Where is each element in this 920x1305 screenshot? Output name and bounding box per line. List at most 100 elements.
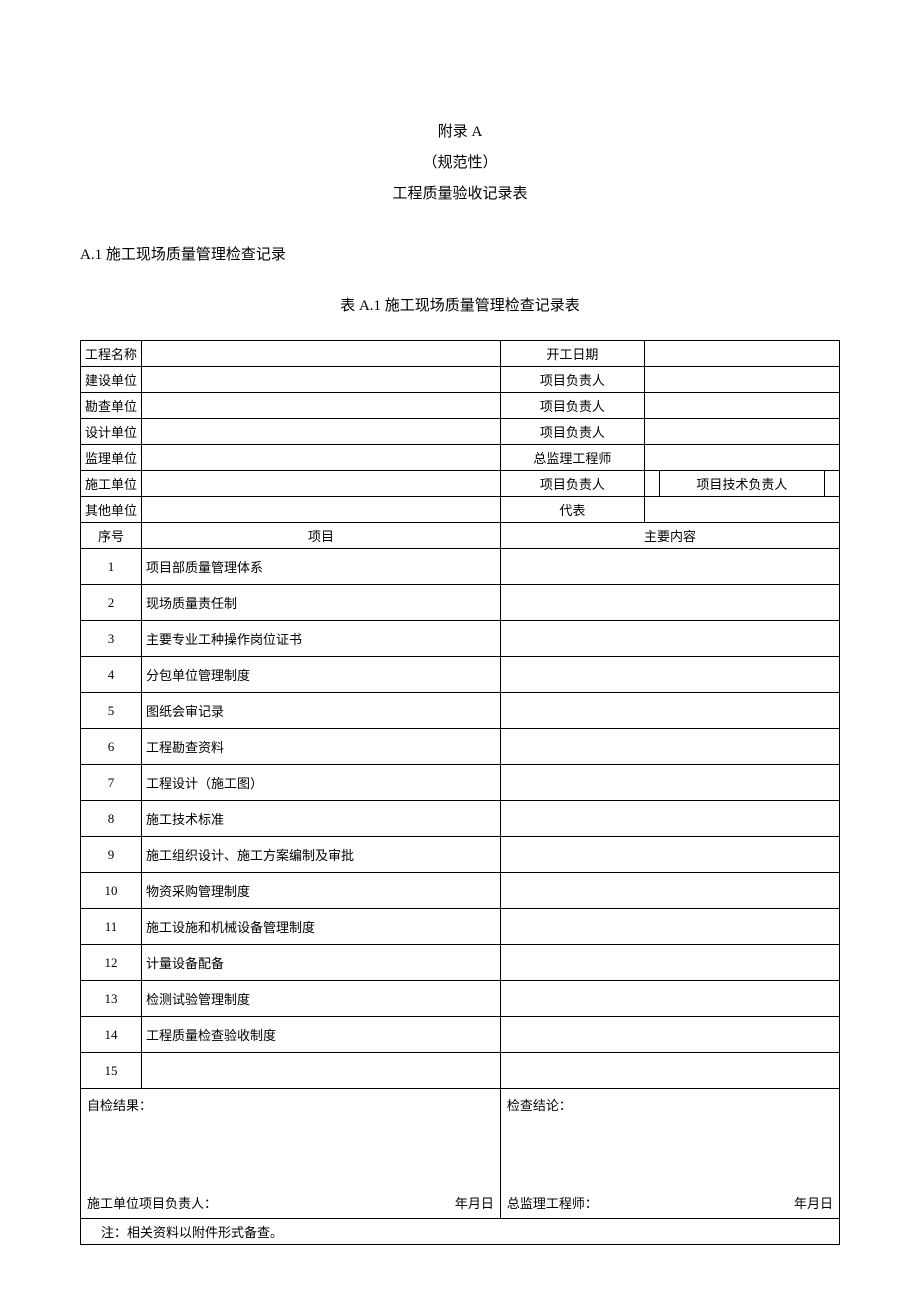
info-label: 项目负责人: [500, 419, 644, 445]
date-label: 年月日: [455, 1193, 494, 1212]
construction-manager-label: 施工单位项目负责人：: [87, 1193, 217, 1212]
col-seq: 序号: [81, 523, 142, 549]
self-check-label: 自检结果：: [87, 1095, 152, 1114]
table-caption: 表 A.1 施工现场质量管理检查记录表: [80, 294, 840, 315]
item-cell: 分包单位管理制度: [142, 657, 501, 693]
seq-cell: 14: [81, 1017, 142, 1053]
conclusion-cell: 检查结论： 总监理工程师： 年月日: [500, 1089, 839, 1219]
info-label: 总监理工程师: [500, 445, 644, 471]
content-cell: [500, 1017, 839, 1053]
seq-cell: 6: [81, 729, 142, 765]
table-row: 13 检测试验管理制度: [81, 981, 840, 1017]
content-cell: [500, 549, 839, 585]
info-row: 设计单位 项目负责人: [81, 419, 840, 445]
item-cell: 工程勘查资料: [142, 729, 501, 765]
info-row: 建设单位 项目负责人: [81, 367, 840, 393]
seq-cell: 8: [81, 801, 142, 837]
info-value: [644, 341, 839, 367]
item-cell: 物资采购管理制度: [142, 873, 501, 909]
content-cell: [500, 837, 839, 873]
content-cell: [500, 693, 839, 729]
item-cell: 工程质量检查验收制度: [142, 1017, 501, 1053]
table-row: 14 工程质量检查验收制度: [81, 1017, 840, 1053]
item-cell: 现场质量责任制: [142, 585, 501, 621]
section-heading: A.1 施工现场质量管理检查记录: [80, 243, 840, 264]
seq-cell: 4: [81, 657, 142, 693]
appendix-label: 附录 A: [80, 120, 840, 141]
info-value: [644, 419, 839, 445]
content-cell: [500, 873, 839, 909]
seq-cell: 9: [81, 837, 142, 873]
column-header-row: 序号 项目 主要内容: [81, 523, 840, 549]
seq-cell: 10: [81, 873, 142, 909]
info-label: 项目负责人: [500, 471, 644, 497]
seq-cell: 2: [81, 585, 142, 621]
item-cell: 检测试验管理制度: [142, 981, 501, 1017]
seq-cell: 1: [81, 549, 142, 585]
info-label: 设计单位: [81, 419, 142, 445]
date-label: 年月日: [794, 1193, 833, 1212]
inspection-table: 工程名称 开工日期 建设单位 项目负责人 勘查单位 项目负责人 设计单位 项目负…: [80, 340, 840, 1245]
info-label: 项目负责人: [500, 367, 644, 393]
info-label: 监理单位: [81, 445, 142, 471]
info-value: [644, 471, 659, 497]
info-row: 施工单位 项目负责人 项目技术负责人: [81, 471, 840, 497]
info-value: [644, 497, 839, 523]
table-row: 6 工程勘查资料: [81, 729, 840, 765]
content-cell: [500, 909, 839, 945]
seq-cell: 5: [81, 693, 142, 729]
content-cell: [500, 801, 839, 837]
item-cell: 计量设备配备: [142, 945, 501, 981]
footer-row: 自检结果： 施工单位项目负责人： 年月日 检查结论： 总监理工程师： 年月日: [81, 1089, 840, 1219]
info-label: 建设单位: [81, 367, 142, 393]
info-value: [142, 393, 501, 419]
info-label: 项目技术负责人: [659, 471, 824, 497]
note-row: 注：相关资料以附件形式备查。: [81, 1219, 840, 1245]
col-content: 主要内容: [500, 523, 839, 549]
info-label: 项目负责人: [500, 393, 644, 419]
table-row: 10 物资采购管理制度: [81, 873, 840, 909]
table-row: 4 分包单位管理制度: [81, 657, 840, 693]
info-row: 其他单位 代表: [81, 497, 840, 523]
info-row: 工程名称 开工日期: [81, 341, 840, 367]
seq-cell: 11: [81, 909, 142, 945]
table-row: 7 工程设计（施工图）: [81, 765, 840, 801]
content-cell: [500, 657, 839, 693]
seq-cell: 15: [81, 1053, 142, 1089]
table-row: 12 计量设备配备: [81, 945, 840, 981]
normative-label: （规范性）: [80, 151, 840, 172]
item-cell: 项目部质量管理体系: [142, 549, 501, 585]
info-value: [142, 497, 501, 523]
table-row: 15: [81, 1053, 840, 1089]
content-cell: [500, 765, 839, 801]
note-cell: 注：相关资料以附件形式备查。: [81, 1219, 840, 1245]
item-cell: 施工组织设计、施工方案编制及审批: [142, 837, 501, 873]
content-cell: [500, 981, 839, 1017]
item-cell: [142, 1053, 501, 1089]
table-row: 9 施工组织设计、施工方案编制及审批: [81, 837, 840, 873]
info-label: 勘查单位: [81, 393, 142, 419]
item-cell: 施工技术标准: [142, 801, 501, 837]
self-check-cell: 自检结果： 施工单位项目负责人： 年月日: [81, 1089, 501, 1219]
table-row: 3 主要专业工种操作岗位证书: [81, 621, 840, 657]
content-cell: [500, 1053, 839, 1089]
info-value: [142, 341, 501, 367]
info-row: 监理单位 总监理工程师: [81, 445, 840, 471]
info-label: 开工日期: [500, 341, 644, 367]
info-value: [644, 367, 839, 393]
info-value: [142, 419, 501, 445]
item-cell: 主要专业工种操作岗位证书: [142, 621, 501, 657]
seq-cell: 12: [81, 945, 142, 981]
table-row: 1 项目部质量管理体系: [81, 549, 840, 585]
conclusion-label: 检查结论：: [507, 1095, 572, 1114]
info-label: 其他单位: [81, 497, 142, 523]
seq-cell: 13: [81, 981, 142, 1017]
supervisor-label: 总监理工程师：: [507, 1193, 598, 1212]
info-value: [142, 471, 501, 497]
item-cell: 图纸会审记录: [142, 693, 501, 729]
info-label: 工程名称: [81, 341, 142, 367]
info-value: [644, 445, 839, 471]
page-title: 工程质量验收记录表: [80, 182, 840, 203]
table-row: 2 现场质量责任制: [81, 585, 840, 621]
info-value: [825, 471, 840, 497]
